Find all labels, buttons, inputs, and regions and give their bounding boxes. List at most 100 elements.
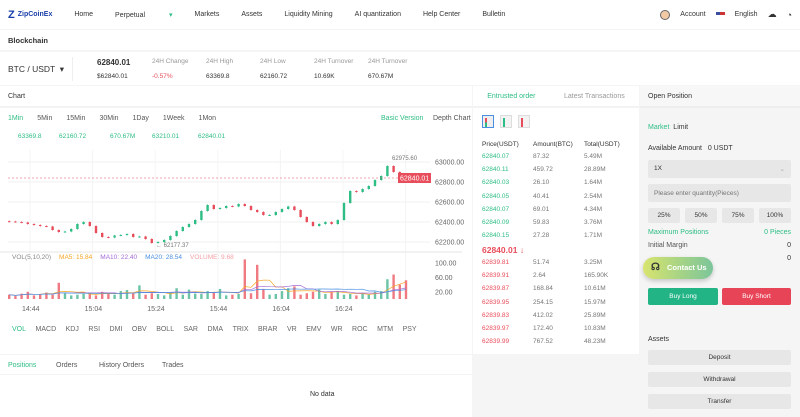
order-book-row[interactable]: 62840.05 40.41 2.54M — [482, 193, 632, 200]
download-icon[interactable]: ☁ — [767, 9, 777, 19]
order-book-row[interactable]: 62839.91 2.64 165.90K — [482, 272, 632, 279]
row-total: 4.34M — [584, 205, 603, 213]
buy-short-button[interactable]: Buy Short — [722, 288, 791, 305]
indicator-roc[interactable]: ROC — [352, 326, 368, 333]
pair-selector[interactable]: BTC / USDT ▾ — [8, 64, 65, 74]
view-asks-icon[interactable] — [518, 115, 530, 128]
order-type-limit[interactable]: Limit — [673, 124, 689, 131]
tab-positions[interactable]: Positions — [8, 362, 37, 369]
nav-assets[interactable]: Assets — [241, 10, 263, 18]
volume-bar — [262, 288, 265, 299]
row-total: 165.90K — [584, 272, 609, 280]
stat-label: 24H Low — [260, 58, 286, 65]
indicator-mtm[interactable]: MTM — [377, 326, 394, 333]
indicator-wr[interactable]: WR — [330, 326, 343, 333]
candle — [14, 221, 17, 223]
contact-us-button[interactable]: ☊ Contact Us — [643, 257, 713, 279]
tf-1day[interactable]: 1Day — [132, 115, 149, 122]
indicator-macd[interactable]: MACD — [35, 326, 57, 333]
order-book-row[interactable]: 62840.15 27.28 1.71M — [482, 232, 632, 239]
depth-chart-button[interactable]: Depth Chart — [433, 115, 471, 122]
indicator-trix[interactable]: TRIX — [232, 326, 249, 333]
deposit-button[interactable]: Deposit — [648, 350, 791, 365]
quantity-input[interactable] — [648, 184, 791, 202]
last-trade-price: 62840.01 ↓ — [482, 245, 525, 255]
tf-1min[interactable]: 1Min — [8, 115, 24, 122]
tf-30min[interactable]: 30Min — [99, 115, 119, 122]
indicator-kdj[interactable]: KDJ — [65, 326, 79, 333]
volume-bar — [94, 295, 98, 299]
percent-50-button[interactable]: 50% — [685, 208, 717, 223]
volume-bar — [349, 293, 352, 299]
order-book-row[interactable]: 62839.95 254.15 15.97M — [482, 299, 632, 306]
order-book-row[interactable]: 62840.09 59.83 3.76M — [482, 219, 632, 226]
indicator-dmi[interactable]: DMI — [109, 326, 123, 333]
order-book-row[interactable]: 62840.07 69.01 4.34M — [482, 206, 632, 213]
order-book-row[interactable]: 62840.03 26.10 1.64M — [482, 179, 632, 186]
volume-bar — [268, 294, 271, 299]
last-price-tag — [398, 172, 431, 183]
indicator-rsi[interactable]: RSI — [88, 326, 101, 333]
nav-home[interactable]: Home — [74, 10, 94, 18]
nav-markets[interactable]: Markets — [194, 10, 220, 18]
percent-100-button[interactable]: 100% — [759, 208, 791, 223]
basic-version-button[interactable]: Basic Version — [381, 115, 424, 122]
indicator-boll[interactable]: BOLL — [156, 326, 175, 333]
order-book-row[interactable]: 62839.87 168.84 10.61M — [482, 285, 632, 292]
volume-bar — [386, 279, 389, 299]
indicator-brar[interactable]: BRAR — [258, 326, 278, 333]
order-book-row[interactable]: 62840.11 459.72 28.89M — [482, 166, 632, 173]
logo[interactable]: Z ZipCoinEx — [8, 8, 53, 21]
view-both-icon[interactable] — [482, 115, 494, 128]
nav-liquidity-mining[interactable]: Liquidity Mining — [284, 10, 333, 18]
percent-25-button[interactable]: 25% — [648, 208, 680, 223]
avatar[interactable] — [660, 9, 671, 20]
order-book-row[interactable]: 62839.83 412.02 25.89M — [482, 312, 632, 319]
nav-bulletin[interactable]: Bulletin — [482, 10, 506, 18]
row-total: 10.83M — [584, 325, 606, 332]
order-book-row[interactable]: 62840.07 87.32 5.49M — [482, 153, 632, 160]
price-tick: 63000.00 — [435, 160, 464, 167]
breadcrumb: Blockchain — [0, 30, 800, 50]
leverage-select[interactable]: 1X ⌄ — [648, 160, 791, 178]
indicator-vr[interactable]: VR — [286, 326, 297, 333]
transfer-button[interactable]: Transfer — [648, 394, 791, 409]
language-select[interactable]: English — [734, 11, 758, 18]
stat-label: 24H High — [206, 58, 234, 65]
order-book-row[interactable]: 62839.81 51.74 3.25M — [482, 259, 632, 266]
indicator-emv[interactable]: EMV — [306, 326, 322, 333]
tf-15min[interactable]: 15Min — [66, 115, 86, 122]
row-amount: 767.52 — [533, 338, 553, 346]
indicator-dma[interactable]: DMA — [207, 326, 224, 333]
tab-latest-transactions[interactable]: Latest Transactions — [564, 93, 625, 100]
indicator-psy[interactable]: PSY — [402, 326, 417, 333]
tab-trades[interactable]: Trades — [162, 362, 184, 369]
percent-75-button[interactable]: 75% — [722, 208, 754, 223]
tab-history-orders[interactable]: History Orders — [99, 362, 145, 369]
stat-label: 24H Turnover — [314, 58, 354, 65]
volume-bar — [355, 295, 358, 299]
nav-help-center[interactable]: Help Center — [422, 10, 461, 18]
buy-long-button[interactable]: Buy Long — [648, 288, 718, 305]
nav-perpetual[interactable]: Perpetual ▾ — [115, 11, 173, 19]
tf-1mon[interactable]: 1Mon — [198, 115, 217, 122]
nav-ai-quantization[interactable]: AI quantization — [354, 10, 401, 18]
order-type-market[interactable]: Market — [648, 124, 670, 131]
order-book-row[interactable]: 62839.99 767.52 48.23M — [482, 338, 632, 345]
candle — [324, 222, 327, 224]
tf-5min[interactable]: 5Min — [37, 115, 53, 122]
candlestick-chart[interactable]: 63000.00 62800.00 62600.00 62400.00 62200.00… — [0, 150, 472, 320]
tab-orders[interactable]: Orders — [56, 362, 78, 369]
account-link[interactable]: Account — [680, 11, 706, 18]
view-bids-icon[interactable] — [500, 115, 512, 128]
withdrawal-button[interactable]: Withdrawal — [648, 372, 791, 387]
indicator-vol[interactable]: VOL — [12, 326, 27, 333]
indicator-sar[interactable]: SAR — [183, 326, 198, 333]
tf-1week[interactable]: 1Week — [162, 115, 185, 122]
indicator-obv[interactable]: OBV — [131, 326, 147, 333]
theme-toggle-icon[interactable]: ◔ — [786, 9, 792, 20]
volume-bar — [373, 291, 377, 299]
tab-entrusted-order[interactable]: Entrusted order — [487, 93, 536, 100]
order-book-row[interactable]: 62839.97 172.40 10.83M — [482, 325, 632, 332]
row-price: 62840.07 — [482, 205, 510, 213]
